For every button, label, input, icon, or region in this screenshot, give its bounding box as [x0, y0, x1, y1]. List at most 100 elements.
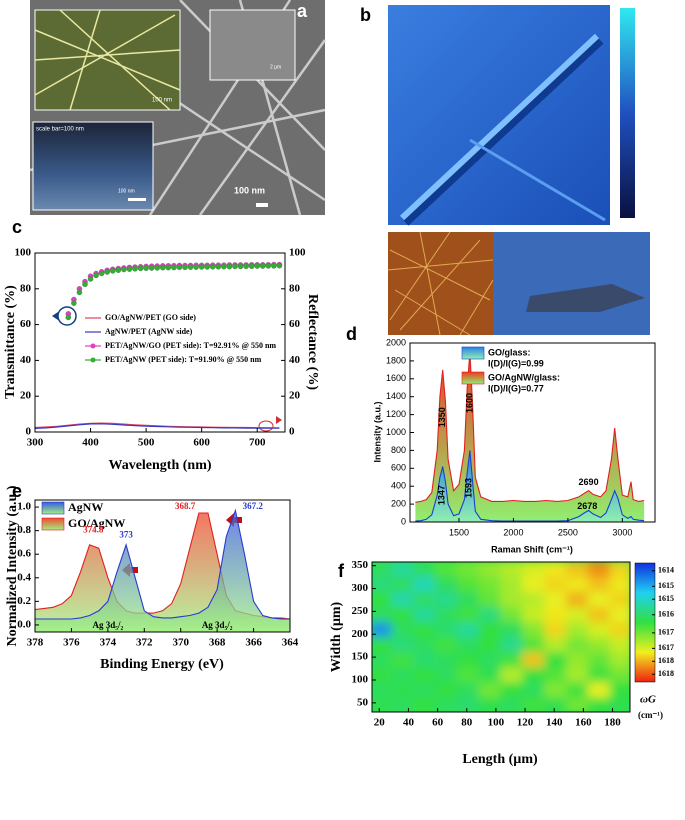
marker [126, 266, 133, 272]
heatmap-cell [500, 681, 524, 698]
panel-label: b [360, 5, 371, 25]
heatmap-cell [391, 636, 415, 653]
y2-tick-label: 100 [289, 247, 306, 259]
y-axis-label: Normalized Intensity (a.u.) [5, 485, 20, 646]
colorbar-tick-label: 1617 [658, 628, 674, 637]
heatmap-cell [372, 681, 393, 698]
x-tick-label: 2500 [558, 527, 578, 537]
heatmap-cell [372, 696, 393, 712]
y-tick-label: 0 [26, 426, 32, 438]
legend-swatch [461, 346, 485, 360]
colorbar-unit: (cm⁻¹) [638, 710, 663, 720]
heatmap-cell [522, 651, 546, 668]
heatmap-cell [522, 621, 546, 638]
line [34, 423, 280, 429]
y-tick-label: 1800 [386, 355, 406, 365]
legend-swatch [461, 371, 485, 385]
heatmap-cell [522, 636, 546, 653]
legend-label: GO/AgNW/PET (GO side) [105, 313, 196, 322]
heatmap-cell [544, 621, 568, 638]
annotation: 1600 [464, 393, 474, 413]
heatmap-cell [500, 651, 524, 668]
x-tick-label: 2000 [503, 527, 523, 537]
heatmap-cell [609, 562, 630, 577]
x-tick-label: 400 [82, 437, 99, 449]
heatmap-cell [391, 621, 415, 638]
y-tick-label: 20 [20, 390, 32, 402]
heatmap-cell [500, 666, 524, 683]
y-tick-label: 800 [391, 445, 406, 455]
scale-label: 100 nm [152, 98, 172, 104]
marker [71, 300, 77, 306]
marker [182, 264, 188, 271]
heatmap-cell [413, 651, 436, 668]
heatmap-cell [609, 575, 630, 592]
heatmap-cell [391, 651, 415, 668]
marker [98, 270, 105, 277]
annotation: 374.8 [83, 525, 104, 535]
colorbar-tick-label: 1618 [658, 669, 674, 678]
y-tick-label: 1400 [386, 391, 406, 401]
heatmap-cell [413, 696, 436, 712]
heatmap-cell [500, 590, 524, 608]
heatmap-cell [522, 575, 546, 592]
heatmap-cell [522, 590, 546, 608]
annotation: Ag 3d₅/₂ [202, 620, 233, 630]
heatmap-cell [478, 606, 502, 623]
heatmap-cell [544, 696, 568, 712]
y-tick-label: 0.6 [17, 548, 31, 560]
y-tick-label: 60 [20, 318, 32, 330]
heatmap-cell [522, 696, 546, 712]
heatmap-cell [372, 621, 393, 638]
heatmap-cell [587, 575, 611, 592]
marker [265, 263, 272, 269]
heatmap-cell [500, 621, 524, 638]
marker [271, 263, 277, 269]
marker [215, 264, 222, 270]
x-tick-label: 100 [488, 717, 505, 729]
y-tick-label: 0.8 [17, 524, 31, 536]
heatmap-cell [609, 696, 630, 712]
heatmap-cell [544, 681, 568, 698]
marker [132, 266, 138, 272]
marker [204, 264, 210, 270]
x-axis-label: Wavelength (nm) [108, 458, 211, 473]
inset-caption: scale bar=100 nm [36, 127, 84, 133]
heatmap-cell [372, 575, 393, 592]
heatmap-cell [566, 621, 589, 638]
marker [232, 263, 238, 270]
panel-label: e [12, 481, 22, 501]
y-tick-label: 0.0 [17, 618, 31, 630]
marker [171, 264, 177, 271]
heatmap-cell [413, 562, 436, 577]
marker [165, 264, 172, 271]
marker [248, 263, 255, 269]
plot-frame [371, 561, 631, 713]
x-tick-label: 140 [546, 717, 563, 729]
heatmap-cell [434, 606, 458, 623]
legend-label: GO/glass: [488, 347, 531, 357]
heatmap-cell [500, 696, 524, 712]
heatmap-cell [522, 562, 546, 577]
phase-texture [387, 231, 494, 336]
legend-label: GO/AgNW [68, 516, 125, 530]
heatmap-cell [372, 562, 393, 577]
y-axis-label: Transmittance (%) [3, 285, 18, 399]
heatmap-cell [544, 562, 568, 577]
heatmap-cell [566, 651, 589, 668]
y-tick-label: 350 [352, 559, 369, 571]
heatmap-cell [391, 606, 415, 623]
marker [82, 281, 88, 288]
marker [154, 265, 160, 271]
marker [237, 263, 244, 270]
inset-cross-section [32, 121, 154, 211]
y-tick-label: 1.0 [17, 501, 31, 513]
annotation: 1350 [437, 407, 447, 427]
marker [65, 314, 72, 321]
panel-b: b [360, 5, 650, 336]
heatmap-cell [456, 666, 480, 683]
y-tick-label: 400 [391, 481, 406, 491]
heatmap-cell [478, 696, 502, 712]
y-tick-label: 1600 [386, 373, 406, 383]
marker [104, 269, 110, 275]
